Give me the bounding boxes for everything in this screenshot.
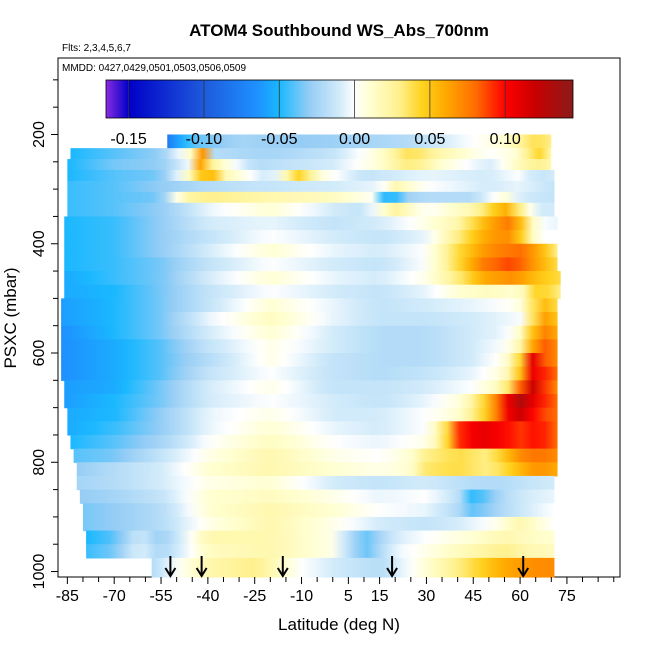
colorbar-tick-label: 0.05 xyxy=(414,131,445,148)
heatmap-row xyxy=(64,393,558,409)
y-tick-label: 200 xyxy=(31,121,48,148)
colorbar-tick-label: -0.10 xyxy=(186,131,223,148)
heatmap-row xyxy=(64,243,558,259)
y-axis: 200 400 600 800 1000 xyxy=(31,79,58,590)
heatmap-row xyxy=(67,407,558,422)
heatmap-row xyxy=(64,230,558,245)
down-arrow-icon xyxy=(195,556,208,578)
x-axis: -85 -70 -55 -40 -25 -10 5 15 30 45 60 75 xyxy=(56,577,615,605)
heatmap-row xyxy=(86,530,555,545)
down-arrow-icon xyxy=(517,556,530,578)
y-tick-label: 600 xyxy=(31,340,48,367)
x-axis-label: Latitude (deg N) xyxy=(278,615,400,634)
colorbar-tick-label: -0.05 xyxy=(261,131,298,148)
heatmap-row xyxy=(67,202,555,218)
heatmap-row xyxy=(67,180,555,193)
heatmap-row xyxy=(82,503,555,518)
x-tick-label: 60 xyxy=(511,588,529,605)
heatmap-row xyxy=(64,216,558,231)
chart-title: ATOM4 Southbound WS_Abs_700nm xyxy=(189,21,489,40)
colorbar-tick-label: 0.00 xyxy=(339,131,370,148)
heatmap-row xyxy=(73,448,558,463)
colorbar-ticks: -0.15 -0.10 -0.05 0.00 0.05 0.10 xyxy=(110,80,521,148)
heatmap-row xyxy=(61,366,558,381)
heatmap-row xyxy=(86,544,555,559)
heatmap-row xyxy=(70,434,558,450)
x-tick-label: -25 xyxy=(243,588,266,605)
arrows xyxy=(164,556,530,578)
x-tick-label: 30 xyxy=(418,588,436,605)
heatmap-row xyxy=(79,489,555,504)
heatmap xyxy=(61,134,561,578)
flights-note: Flts: 2,3,4,5,6,7 xyxy=(62,43,131,54)
x-tick-label: -85 xyxy=(56,588,79,605)
colorbar-bar xyxy=(105,79,574,119)
down-arrow-icon xyxy=(386,556,398,578)
heatmap-row xyxy=(70,148,552,160)
heatmap-row xyxy=(151,571,555,578)
heatmap-row xyxy=(67,159,552,171)
x-tick-label: 5 xyxy=(344,588,353,605)
heatmap-row xyxy=(61,298,558,313)
heatmap-row xyxy=(67,191,555,204)
x-tick-label: 75 xyxy=(558,588,576,605)
heatmap-row xyxy=(64,257,558,272)
colorbar-tick-label: -0.15 xyxy=(110,131,147,148)
heatmap-row xyxy=(67,421,558,436)
y-axis-label: PSXC (mbar) xyxy=(1,267,20,368)
y-tick-label: 1000 xyxy=(31,554,48,590)
colorbar-tick-label: 0.10 xyxy=(490,131,521,148)
heatmap-row xyxy=(82,516,555,532)
down-arrow-icon xyxy=(164,556,177,578)
heatmap-row xyxy=(61,312,558,327)
x-tick-label: -40 xyxy=(196,588,219,605)
heatmap-row xyxy=(61,325,558,340)
dates-note: MMDD: 0427,0429,0501,0503,0506,0509 xyxy=(62,63,246,74)
heatmap-row xyxy=(167,134,552,149)
heatmap-row xyxy=(64,284,561,299)
x-tick-label: -55 xyxy=(149,588,172,605)
heatmap-row xyxy=(76,462,558,477)
y-tick-label: 800 xyxy=(31,449,48,476)
heatmap-row xyxy=(76,475,555,491)
colorbar: -0.15 -0.10 -0.05 0.00 0.05 0.10 xyxy=(105,79,574,148)
x-tick-label: -10 xyxy=(290,588,313,605)
x-tick-label: 45 xyxy=(464,588,482,605)
heatmap-row xyxy=(64,271,561,286)
x-tick-label: -70 xyxy=(103,588,126,605)
y-tick-label: 400 xyxy=(31,230,48,257)
heatmap-row xyxy=(61,353,558,368)
heatmap-row xyxy=(61,339,558,354)
heatmap-row xyxy=(67,169,555,182)
heatmap-row xyxy=(151,557,555,573)
down-arrow-icon xyxy=(276,556,289,578)
heatmap-row xyxy=(64,380,558,395)
x-tick-label: 15 xyxy=(371,588,389,605)
